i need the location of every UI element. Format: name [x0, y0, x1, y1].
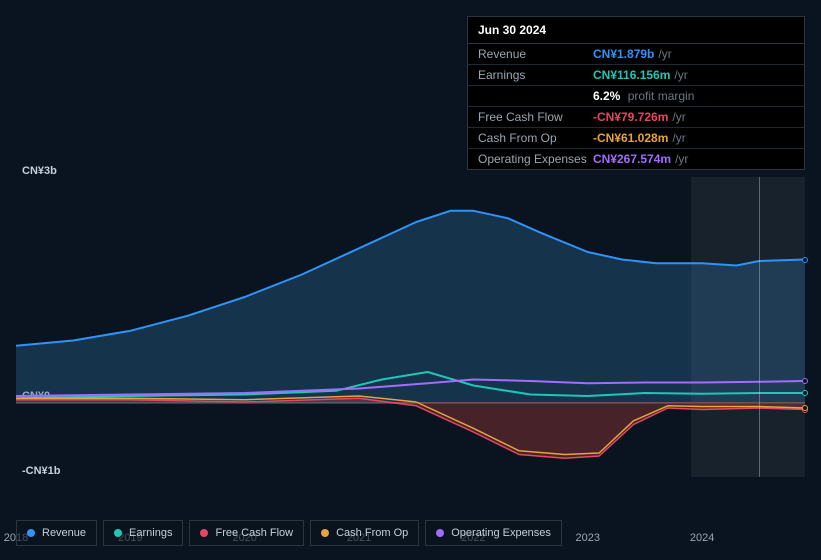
hover-marker-line [759, 177, 760, 477]
series-end-marker [802, 257, 808, 263]
legend-color-dot [200, 529, 208, 537]
series-end-marker [802, 378, 808, 384]
financials-chart[interactable]: CN¥3bCN¥0-CN¥1b 201820192020202120222023… [16, 155, 805, 500]
legend-item[interactable]: Free Cash Flow [189, 520, 304, 546]
tooltip-metric-value: -CN¥79.726m [593, 110, 668, 124]
chart-plot-area[interactable] [16, 177, 805, 477]
tooltip-row: EarningsCN¥116.156m/yr [468, 65, 804, 86]
tooltip-row: Operating ExpensesCN¥267.574m/yr [468, 149, 804, 169]
legend-color-dot [27, 529, 35, 537]
tooltip-metric-label: Operating Expenses [478, 152, 593, 166]
tooltip-metric-value: CN¥116.156m [593, 68, 670, 82]
legend-color-dot [114, 529, 122, 537]
tooltip-metric-value: CN¥267.574m [593, 152, 671, 166]
legend-item[interactable]: Cash From Op [310, 520, 419, 546]
legend-item[interactable]: Revenue [16, 520, 97, 546]
legend-color-dot [321, 529, 329, 537]
tooltip-margin-row: 6.2% profit margin [468, 86, 804, 107]
legend-item[interactable]: Operating Expenses [425, 520, 562, 546]
data-tooltip: Jun 30 2024 RevenueCN¥1.879b/yrEarningsC… [467, 16, 805, 170]
tooltip-metric-value: -CN¥61.028m [593, 131, 668, 145]
legend-label: Earnings [129, 527, 172, 539]
x-axis-tick-label: 2024 [690, 532, 714, 544]
tooltip-row: Cash From Op-CN¥61.028m/yr [468, 128, 804, 149]
series-end-marker [802, 390, 808, 396]
tooltip-date: Jun 30 2024 [468, 17, 804, 44]
chart-svg [16, 177, 805, 477]
legend-label: Operating Expenses [451, 527, 551, 539]
tooltip-margin-value: 6.2% [593, 89, 620, 103]
series-end-marker [802, 405, 808, 411]
tooltip-metric-label: Free Cash Flow [478, 110, 593, 124]
tooltip-metric-label: Cash From Op [478, 131, 593, 145]
chart-legend: Revenue Earnings Free Cash Flow Cash From O… [16, 520, 562, 546]
legend-label: Free Cash Flow [215, 527, 293, 539]
tooltip-metric-label: Earnings [478, 68, 593, 82]
tooltip-metric-value: CN¥1.879b [593, 47, 654, 61]
legend-label: Cash From Op [336, 527, 408, 539]
tooltip-metric-suffix: /yr [675, 152, 688, 166]
legend-item[interactable]: Earnings [103, 520, 183, 546]
y-axis-tick-label: CN¥3b [22, 165, 57, 177]
legend-color-dot [436, 529, 444, 537]
tooltip-row: Free Cash Flow-CN¥79.726m/yr [468, 107, 804, 128]
tooltip-metric-suffix: /yr [672, 110, 685, 124]
x-axis-tick-label: 2023 [575, 532, 599, 544]
tooltip-metric-suffix: /yr [674, 68, 687, 82]
tooltip-metric-label: Revenue [478, 47, 593, 61]
tooltip-metric-suffix: /yr [658, 47, 671, 61]
tooltip-margin-label: profit margin [628, 89, 695, 103]
legend-label: Revenue [42, 527, 86, 539]
tooltip-row: RevenueCN¥1.879b/yr [468, 44, 804, 65]
tooltip-metric-suffix: /yr [672, 131, 685, 145]
